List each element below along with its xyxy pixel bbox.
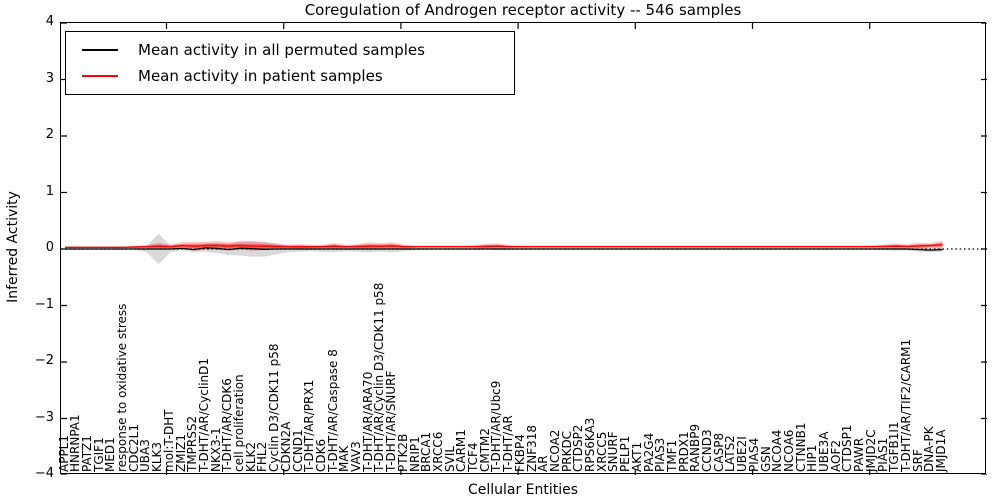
chart-canvas [61, 23, 987, 475]
legend: Mean activity in all permuted samples Me… [65, 31, 515, 95]
y-tick-label: −1 [34, 296, 54, 312]
chart-title: Coregulation of Androgen receptor activi… [304, 1, 742, 19]
y-tick-label: 3 [45, 70, 54, 86]
permuted-mean-line [65, 247, 943, 251]
y-tick-label: 1 [45, 183, 54, 199]
legend-label-patient: Mean activity in patient samples [138, 67, 383, 86]
y-tick-label: −2 [34, 353, 54, 368]
y-tick-label: 4 [45, 14, 54, 29]
y-tick-label: −4 [34, 466, 54, 481]
y-tick-label: 0 [45, 240, 54, 255]
legend-line-swatch-patient [82, 75, 118, 78]
y-tick-label: −3 [34, 409, 54, 425]
patient-mean-line [65, 244, 943, 248]
legend-item-patient: Mean activity in patient samples [82, 67, 514, 85]
legend-label-permuted: Mean activity in all permuted samples [138, 40, 425, 59]
axis-tick-marks [61, 23, 987, 475]
plot-area [60, 22, 987, 475]
legend-item-permuted: Mean activity in all permuted samples [82, 41, 514, 59]
x-tick-label: JMJD1A [934, 429, 948, 472]
legend-line-swatch-permuted [82, 48, 118, 51]
y-tick-label: 2 [45, 127, 54, 142]
x-axis-label: Cellular Entities [467, 482, 579, 498]
